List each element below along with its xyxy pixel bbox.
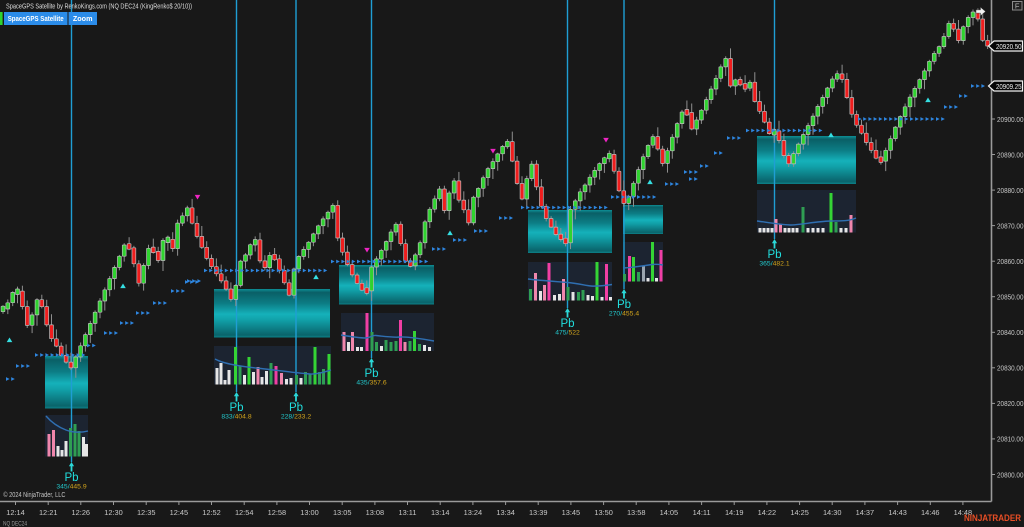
svg-text:© 2024 NinjaTrader, LLC: © 2024 NinjaTrader, LLC	[3, 491, 65, 499]
svg-text:12:14: 12:14	[6, 508, 25, 517]
svg-text:20820.00: 20820.00	[997, 399, 1024, 408]
svg-text:14:37: 14:37	[856, 508, 875, 517]
svg-text:Pb: Pb	[364, 368, 378, 380]
svg-text:14:22: 14:22	[758, 508, 777, 517]
svg-text:365/482.1: 365/482.1	[759, 261, 789, 268]
svg-text:12:26: 12:26	[72, 508, 91, 517]
svg-text:833/404.8: 833/404.8	[221, 414, 251, 421]
svg-text:SpaceGPS Satellite: SpaceGPS Satellite	[8, 14, 64, 23]
svg-text:20840.00: 20840.00	[997, 328, 1024, 337]
svg-text:12:58: 12:58	[268, 508, 287, 517]
svg-text:Zoom: Zoom	[73, 14, 93, 23]
svg-text:12:21: 12:21	[39, 508, 58, 517]
svg-text:13:34: 13:34	[496, 508, 515, 517]
svg-text:Pb: Pb	[767, 249, 781, 261]
svg-text:435/357.6: 435/357.6	[356, 380, 386, 387]
svg-text:20860.00: 20860.00	[997, 257, 1024, 266]
svg-text:20810.00: 20810.00	[997, 435, 1024, 444]
svg-text:Pb: Pb	[560, 318, 574, 330]
svg-text:14:43: 14:43	[888, 508, 907, 517]
svg-text:14:11: 14:11	[693, 508, 711, 517]
svg-text:20870.00: 20870.00	[997, 221, 1024, 230]
svg-text:228/233.2: 228/233.2	[281, 414, 311, 421]
svg-text:Pb: Pb	[64, 472, 78, 484]
svg-text:12:45: 12:45	[170, 508, 189, 517]
svg-text:Pb: Pb	[289, 402, 303, 414]
svg-text:20830.00: 20830.00	[997, 364, 1024, 373]
svg-text:14:25: 14:25	[790, 508, 809, 517]
svg-text:13:39: 13:39	[529, 508, 548, 517]
svg-text:270/455.4: 270/455.4	[609, 311, 639, 318]
svg-text:Pb: Pb	[617, 299, 631, 311]
svg-text:14:48: 14:48	[954, 508, 973, 517]
svg-text:13:50: 13:50	[594, 508, 613, 517]
svg-text:345/445.9: 345/445.9	[56, 484, 86, 491]
svg-text:13:58: 13:58	[627, 508, 646, 517]
svg-text:20920.50: 20920.50	[996, 42, 1022, 51]
svg-text:475/522: 475/522	[555, 330, 580, 337]
svg-text:14:46: 14:46	[921, 508, 940, 517]
svg-text:F: F	[1015, 2, 1020, 11]
svg-text:13:00: 13:00	[300, 508, 319, 517]
svg-text:20800.00: 20800.00	[997, 470, 1024, 479]
svg-text:12:30: 12:30	[104, 508, 123, 517]
svg-text:20880.00: 20880.00	[997, 186, 1024, 195]
svg-text:13:14: 13:14	[431, 508, 450, 517]
svg-text:20850.00: 20850.00	[997, 293, 1024, 302]
svg-text:NQ DEC24: NQ DEC24	[3, 522, 28, 527]
svg-text:13:11: 13:11	[399, 508, 417, 517]
svg-text:20890.00: 20890.00	[997, 150, 1024, 159]
svg-text:14:19: 14:19	[725, 508, 744, 517]
svg-text:14:30: 14:30	[823, 508, 842, 517]
svg-text:SpaceGPS Satellite by RenkoKin: SpaceGPS Satellite by RenkoKings.com (NQ…	[6, 2, 192, 11]
svg-text:12:54: 12:54	[235, 508, 254, 517]
svg-text:13:05: 13:05	[333, 508, 352, 517]
svg-text:13:08: 13:08	[366, 508, 385, 517]
svg-text:20900.00: 20900.00	[997, 115, 1024, 124]
svg-text:20909.25: 20909.25	[996, 82, 1022, 91]
svg-text:12:52: 12:52	[202, 508, 221, 517]
svg-text:14:05: 14:05	[660, 508, 679, 517]
svg-text:NINJATRADER: NINJATRADER	[964, 512, 1021, 523]
svg-text:13:24: 13:24	[464, 508, 483, 517]
svg-text:Pb: Pb	[229, 402, 243, 414]
svg-text:13:45: 13:45	[562, 508, 581, 517]
svg-text:12:35: 12:35	[137, 508, 156, 517]
